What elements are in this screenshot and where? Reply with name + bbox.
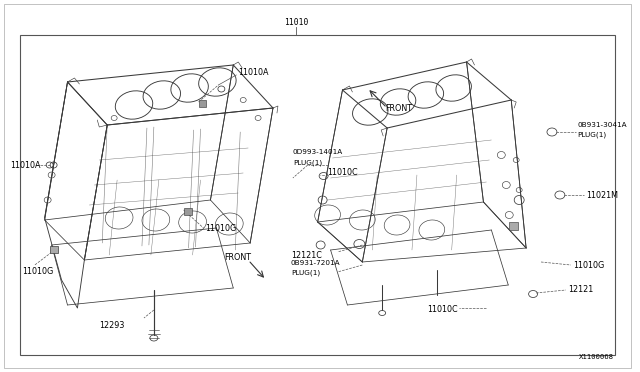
Text: 11021M: 11021M xyxy=(586,190,618,199)
Text: PLUG(1): PLUG(1) xyxy=(578,132,607,138)
Bar xyxy=(509,222,518,230)
Bar xyxy=(198,100,207,107)
Text: 0B931-3041A: 0B931-3041A xyxy=(578,122,627,128)
Text: PLUG(1): PLUG(1) xyxy=(291,270,320,276)
Text: 11010C: 11010C xyxy=(328,167,358,176)
Text: 11010G: 11010G xyxy=(573,260,604,269)
Text: 12293: 12293 xyxy=(99,321,125,330)
Bar xyxy=(50,246,58,253)
Text: FRONT: FRONT xyxy=(385,103,412,112)
Bar xyxy=(20,35,616,355)
Text: 12121: 12121 xyxy=(568,285,593,295)
Text: 11010A: 11010A xyxy=(10,160,40,170)
Text: PLUG(1): PLUG(1) xyxy=(293,160,322,166)
Text: 0B931-7201A: 0B931-7201A xyxy=(291,260,340,266)
Text: 11010A: 11010A xyxy=(238,67,269,77)
Text: FRONT: FRONT xyxy=(225,253,252,263)
Text: 11010G: 11010G xyxy=(22,267,53,276)
Text: 11010G: 11010G xyxy=(205,224,237,232)
Text: X1100068: X1100068 xyxy=(579,354,614,360)
Text: 11010C: 11010C xyxy=(427,305,458,314)
Text: 12121C: 12121C xyxy=(291,250,322,260)
Text: 0D993-1401A: 0D993-1401A xyxy=(293,149,343,155)
Text: 11010: 11010 xyxy=(284,17,308,26)
Bar xyxy=(184,208,191,215)
